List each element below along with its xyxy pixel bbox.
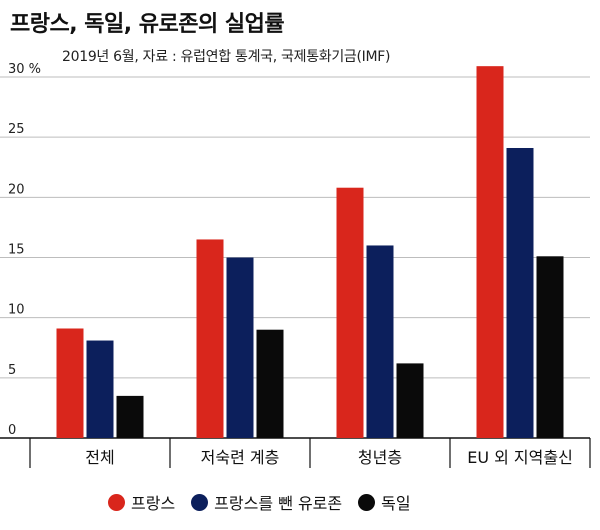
bar-france	[196, 239, 224, 438]
legend-item-germany: 독일	[358, 490, 411, 514]
bar-france	[336, 187, 364, 438]
bar-germany	[396, 363, 424, 438]
bar-germany	[116, 395, 144, 438]
category-label: 전체	[85, 448, 114, 467]
legend-item-france: 프랑스	[108, 490, 175, 514]
bar-germany	[256, 329, 284, 438]
y-tick-label: 20	[8, 182, 25, 197]
legend-label-eurozone: 프랑스를 뺀 유로존	[214, 494, 343, 513]
legend: 프랑스 프랑스를 뺀 유로존 독일	[108, 490, 411, 514]
y-tick-label: 30 %	[8, 62, 41, 77]
legend-item-eurozone: 프랑스를 뺀 유로존	[191, 490, 342, 514]
chart-title: 프랑스, 독일, 유로존의 실업률	[10, 12, 285, 37]
bar-france	[56, 328, 84, 438]
bar-eurozone	[506, 147, 534, 438]
legend-swatch-germany	[358, 493, 376, 511]
y-tick-label: 25	[8, 122, 25, 137]
chart-subtitle: 2019년 6월, 자료 : 유럽연합 통계국, 국제통화기금(IMF)	[62, 49, 391, 65]
bar-france	[476, 66, 504, 439]
legend-label-france: 프랑스	[131, 494, 176, 513]
category-label: 청년층	[358, 448, 402, 467]
y-tick-label: 0	[8, 423, 16, 438]
y-tick-label: 10	[8, 303, 25, 318]
category-label: EU 외 지역출신	[467, 448, 573, 467]
bar-eurozone	[86, 340, 114, 438]
bar-eurozone	[226, 257, 254, 438]
y-tick-label: 5	[8, 363, 16, 378]
bar-eurozone	[366, 245, 394, 438]
bar-germany	[536, 256, 564, 438]
category-label: 저숙련 계층	[201, 448, 280, 467]
legend-swatch-france	[108, 493, 125, 511]
legend-label-germany: 독일	[381, 494, 411, 513]
y-tick-label: 15	[8, 243, 25, 258]
legend-swatch-eurozone	[191, 493, 209, 511]
